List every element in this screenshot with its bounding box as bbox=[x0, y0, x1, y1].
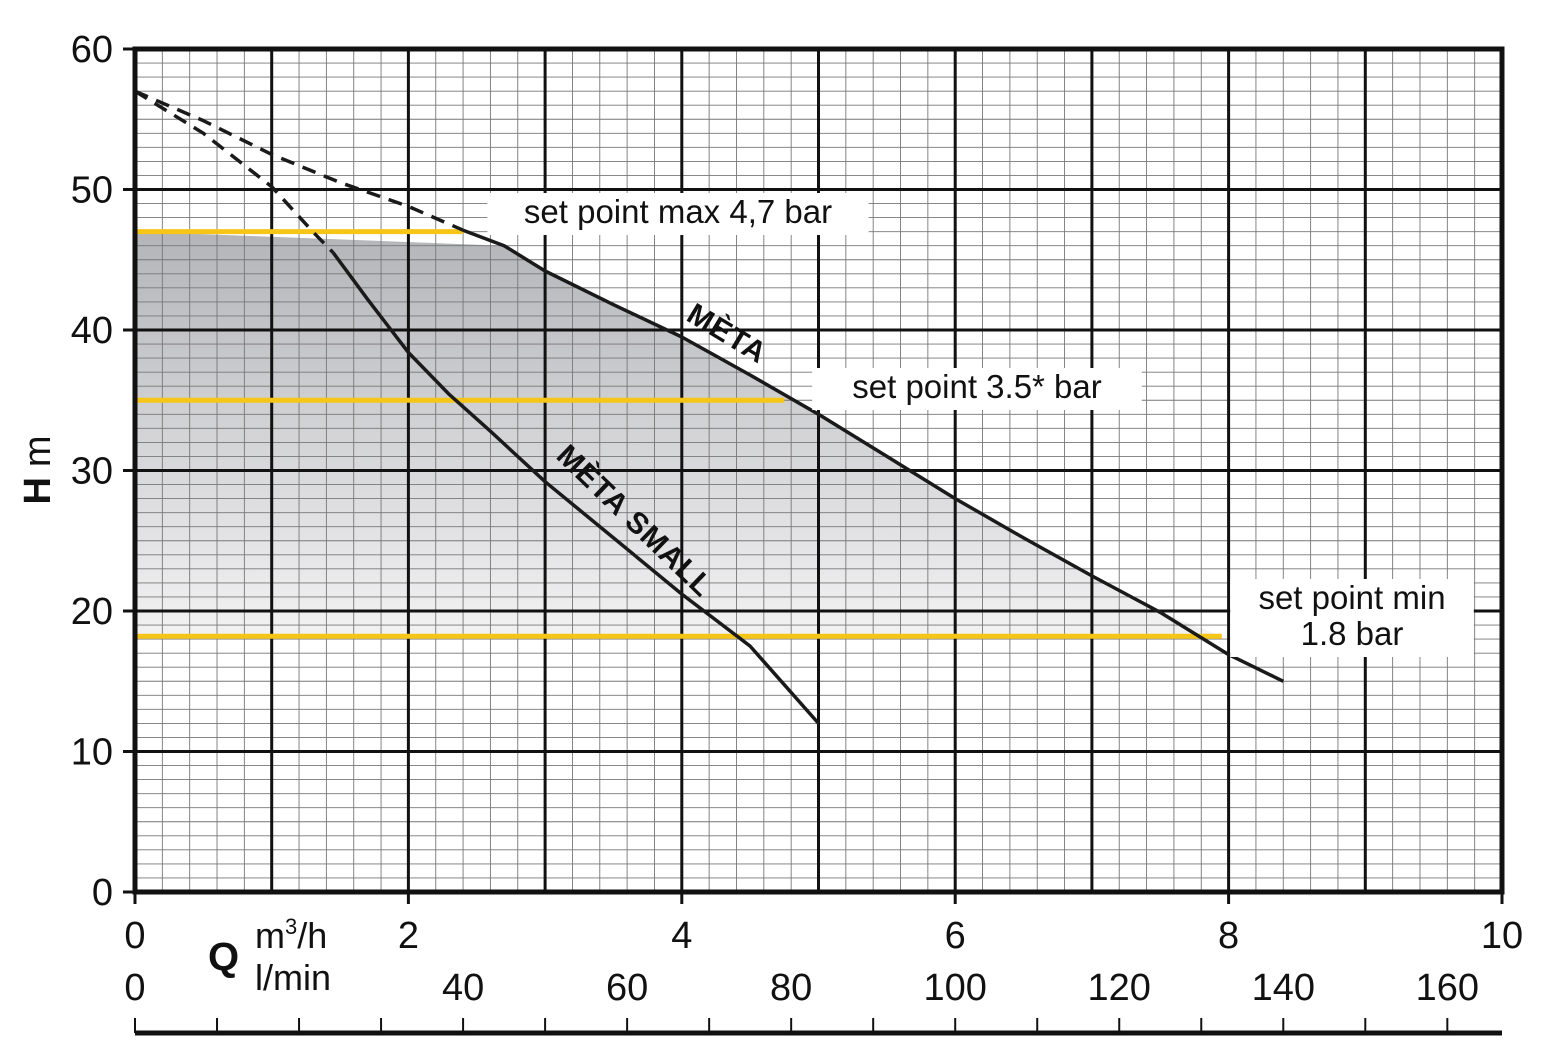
y-tick-label: 30 bbox=[71, 451, 113, 493]
y-tick-label: 60 bbox=[71, 29, 113, 71]
pump-curves bbox=[134, 89, 1285, 725]
set-point-lines bbox=[135, 229, 1222, 639]
y-tick-label: 40 bbox=[71, 310, 113, 352]
x2-tick-label: 80 bbox=[770, 967, 812, 1009]
y-axis-title: Hm bbox=[17, 435, 59, 504]
x-tick-label: 8 bbox=[1218, 915, 1239, 957]
series-1-line bbox=[331, 251, 820, 725]
series-0-line bbox=[462, 228, 1285, 683]
x-unit-tail: /h bbox=[297, 915, 327, 956]
x2-tick-label: 60 bbox=[606, 967, 648, 1009]
x-tick-label: 0 bbox=[124, 915, 145, 957]
major-grid bbox=[135, 49, 1502, 892]
set-point-annotation-1: set point 3.5* bar bbox=[852, 368, 1102, 405]
x2-tick-label: 120 bbox=[1088, 967, 1151, 1009]
annotation-backing bbox=[1230, 579, 1474, 657]
y-tick-label: 50 bbox=[71, 170, 113, 212]
annotation-backing bbox=[487, 193, 869, 235]
x2-tick-label: 40 bbox=[442, 967, 484, 1009]
x-unit-sup: 3 bbox=[285, 914, 297, 939]
x2-tick-label: 0 bbox=[124, 967, 145, 1009]
x-tick-label: 2 bbox=[398, 915, 419, 957]
x-tick-label: 4 bbox=[671, 915, 692, 957]
set-point-annotation-2: 1.8 bar bbox=[1301, 615, 1404, 652]
x2-tick-label: 100 bbox=[923, 967, 986, 1009]
operating-region bbox=[135, 231, 1222, 637]
x-tick-label: 10 bbox=[1481, 915, 1523, 957]
y-axis-label: H bbox=[17, 477, 59, 504]
x2-tick-label: 140 bbox=[1252, 967, 1315, 1009]
y-tick-label: 10 bbox=[71, 732, 113, 774]
y-tick-label: 0 bbox=[92, 872, 113, 914]
x-axis-unit-primary: m3/h bbox=[255, 914, 327, 956]
x2-tick-label: 160 bbox=[1416, 967, 1479, 1009]
y-tick-label: 20 bbox=[71, 591, 113, 633]
series-0-dashed bbox=[134, 89, 464, 232]
set-point-annotation-0: set point max 4,7 bar bbox=[524, 193, 832, 230]
set-point-annotation-2: set point min bbox=[1258, 579, 1445, 616]
y-axis-unit: m bbox=[17, 435, 59, 467]
x-axis-title: Q bbox=[208, 935, 239, 979]
x-unit-base: m bbox=[255, 915, 285, 956]
x-axis-unit-secondary: l/min bbox=[255, 957, 331, 998]
annotation-backing bbox=[812, 368, 1142, 410]
operating-region-fill bbox=[135, 231, 1222, 637]
set-point-annotations: set point max 4,7 bar set point 3.5* bar s… bbox=[487, 193, 1474, 657]
series-1-dashed bbox=[134, 89, 335, 254]
x-tick-label: 6 bbox=[945, 915, 966, 957]
